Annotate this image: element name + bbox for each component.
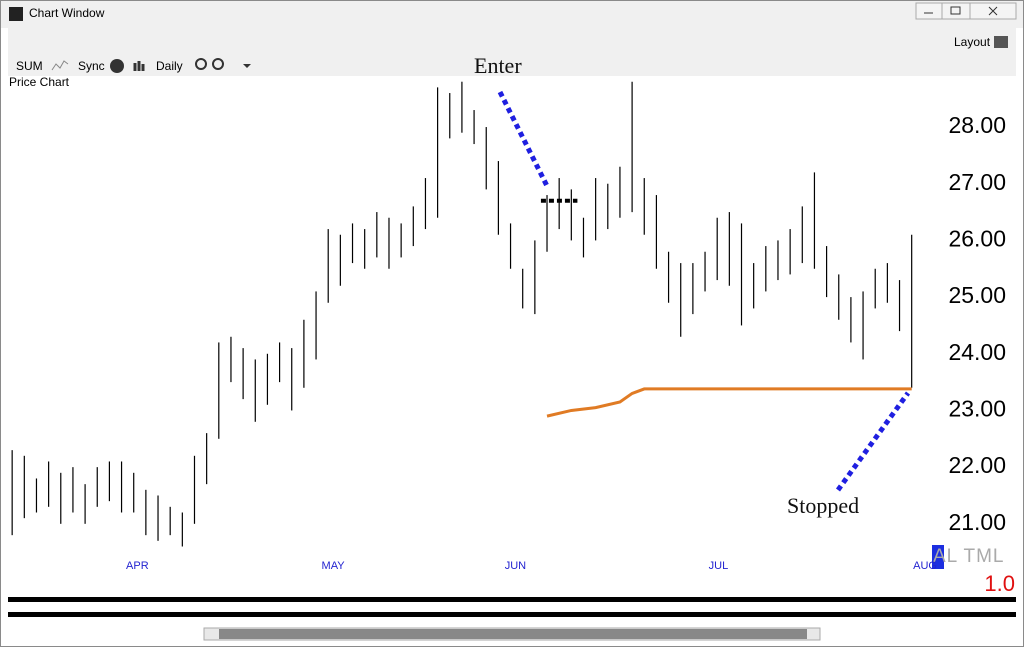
y-tick-label: 28.00 <box>948 112 1006 138</box>
y-tick-label: 26.00 <box>948 225 1006 251</box>
y-tick-label: 25.00 <box>948 282 1006 308</box>
maximize-button[interactable] <box>941 2 971 20</box>
sync-icon[interactable] <box>110 59 124 73</box>
y-tick-label: 22.00 <box>948 452 1006 478</box>
panel-divider <box>8 612 1016 617</box>
y-tick-label: 24.00 <box>948 339 1006 365</box>
layout-icon[interactable] <box>994 36 1008 48</box>
indicator-badge <box>932 545 944 569</box>
chart-area <box>8 76 1016 576</box>
zoom-out-icon[interactable] <box>212 58 224 70</box>
app-icon <box>9 7 23 21</box>
panel-label: Price Chart <box>9 75 70 89</box>
x-tick-label: AUG <box>913 560 937 572</box>
y-tick-label: 21.00 <box>948 509 1006 535</box>
panel-divider <box>8 597 1016 602</box>
y-tick-label: 23.00 <box>948 396 1006 422</box>
scrollbar-thumb[interactable] <box>219 629 807 639</box>
period-button[interactable]: Daily <box>156 59 183 73</box>
layout-button[interactable]: Layout <box>954 35 991 49</box>
indicator-value: 1.0 <box>984 571 1015 596</box>
x-tick-label: MAY <box>322 560 346 572</box>
x-tick-label: APR <box>126 560 149 572</box>
stop-line <box>546 387 912 418</box>
plot: 21.00 22.00 23.00 24.00 25.00 26.00 27.00 28.00… <box>11 81 1006 572</box>
chart-style-icon[interactable] <box>51 60 69 71</box>
sync-button[interactable]: Sync <box>78 59 105 73</box>
stop-annotation: Stopped <box>787 493 859 518</box>
x-tick-label: JUN <box>505 560 526 572</box>
bars-icon[interactable] <box>133 61 145 71</box>
indicator-label: AL TML <box>933 546 1004 567</box>
symbol-button[interactable]: SUM <box>16 59 43 73</box>
y-tick-label: 27.00 <box>948 169 1006 195</box>
title-bar <box>1 1 1023 28</box>
x-tick-label: JUL <box>709 560 729 572</box>
close-icon <box>988 6 998 16</box>
window-title: Chart Window <box>29 6 105 20</box>
minimize-button[interactable] <box>915 2 943 20</box>
enter-annotation: Enter <box>474 53 522 78</box>
dropdown-icon[interactable] <box>243 64 251 68</box>
stop-arrow <box>835 391 911 492</box>
toolbar <box>8 28 1016 76</box>
zoom-in-icon[interactable] <box>195 58 207 70</box>
maximize-icon <box>950 6 961 15</box>
